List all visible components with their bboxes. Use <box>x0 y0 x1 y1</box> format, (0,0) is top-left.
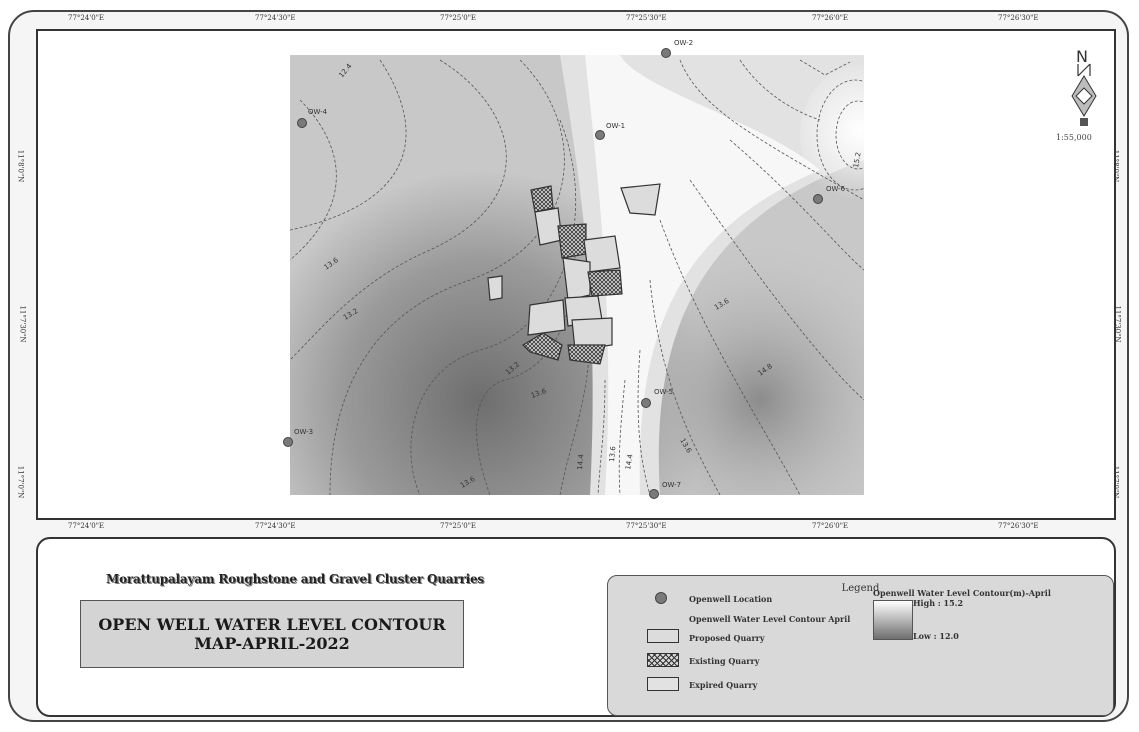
legend-existing-quarry: Existing Quarry <box>689 656 760 666</box>
map-title-line2: MAP-APRIL-2022 <box>194 634 350 653</box>
legend-contour-line: Openwell Water Level Contour April <box>689 614 851 624</box>
north-arrow: N <box>1066 47 1106 134</box>
lon-tick-bottom: 77°25'30"E <box>626 522 667 530</box>
lon-tick-bottom: 77°24'0"E <box>68 522 105 530</box>
well-label: OW-3 <box>294 428 313 436</box>
openwell-marker[interactable] <box>595 130 605 140</box>
quarry-polygons <box>487 183 661 365</box>
proposed-quarry <box>562 257 591 301</box>
water-level-raster <box>290 55 864 495</box>
openwell-locations <box>283 48 823 499</box>
existing-quarry-symbol <box>647 653 679 667</box>
existing-quarry <box>587 269 623 297</box>
expired-quarry-symbol <box>647 677 679 691</box>
legend: Legend Openwell Location Openwell Water … <box>607 575 1114 716</box>
proposed-quarry-symbol <box>647 629 679 643</box>
lon-tick-bottom: 77°24'30"E <box>255 522 296 530</box>
legend-expired-quarry: Expired Quarry <box>689 680 758 690</box>
legend-low: Low : 12.0 <box>913 631 959 641</box>
proposed-quarry <box>527 299 566 336</box>
contour-label: 14.4 <box>624 453 635 470</box>
lon-tick-top: 77°26'0"E <box>812 14 849 22</box>
openwell-marker[interactable] <box>813 194 823 204</box>
existing-quarry <box>530 185 554 213</box>
map-title-line1: OPEN WELL WATER LEVEL CONTOUR <box>98 615 446 634</box>
scale-text: 1:55,000 <box>1056 133 1092 142</box>
contour-label: 15.2 <box>852 152 863 169</box>
lon-tick-bottom: 77°26'30"E <box>998 522 1039 530</box>
lon-tick-top: 77°26'30"E <box>998 14 1039 22</box>
proposed-quarry <box>571 317 613 351</box>
well-label: OW-7 <box>662 481 681 489</box>
lon-tick-top: 77°25'30"E <box>626 14 667 22</box>
lon-tick-top: 77°25'0"E <box>440 14 477 22</box>
well-label: OW-1 <box>606 122 625 130</box>
legend-raster-title: Openwell Water Level Contour(m)-April <box>873 588 1051 598</box>
legend-high: High : 15.2 <box>913 598 964 608</box>
compass-rose-icon: N <box>1071 47 1097 126</box>
expired-quarry <box>487 275 503 301</box>
openwell-marker[interactable] <box>649 489 659 499</box>
openwell-marker[interactable] <box>297 118 307 128</box>
legend-title: Legend <box>841 583 880 594</box>
proposed-quarry <box>620 183 661 216</box>
contour-label: 14.4 <box>576 453 585 470</box>
legend-proposed-quarry: Proposed Quarry <box>689 633 765 643</box>
lon-tick-bottom: 77°26'0"E <box>812 522 849 530</box>
openwell-marker[interactable] <box>283 437 293 447</box>
lon-tick-bottom: 77°25'0"E <box>440 522 477 530</box>
openwell-marker[interactable] <box>661 48 671 58</box>
project-name: Morattupalayam Roughstone and Gravel Clu… <box>106 572 484 586</box>
openwell-location-icon <box>655 592 667 604</box>
well-label: OW-4 <box>308 108 328 116</box>
well-label: OW-5 <box>654 388 673 396</box>
openwell-marker[interactable] <box>641 398 651 408</box>
existing-quarry <box>557 223 587 259</box>
well-label: OW-2 <box>674 39 693 47</box>
well-label: OW-6 <box>826 185 846 193</box>
lon-tick-top: 77°24'30"E <box>255 14 296 22</box>
legend-openwell-location: Openwell Location <box>689 594 773 604</box>
contour-label: 13.6 <box>608 445 617 462</box>
north-label: N <box>1076 48 1088 66</box>
map-title-box: OPEN WELL WATER LEVEL CONTOUR MAP-APRIL-… <box>80 600 464 668</box>
lon-tick-top: 77°24'0"E <box>68 14 105 22</box>
existing-quarry <box>567 344 606 365</box>
raster-ramp <box>873 600 913 640</box>
existing-quarry <box>522 332 563 361</box>
